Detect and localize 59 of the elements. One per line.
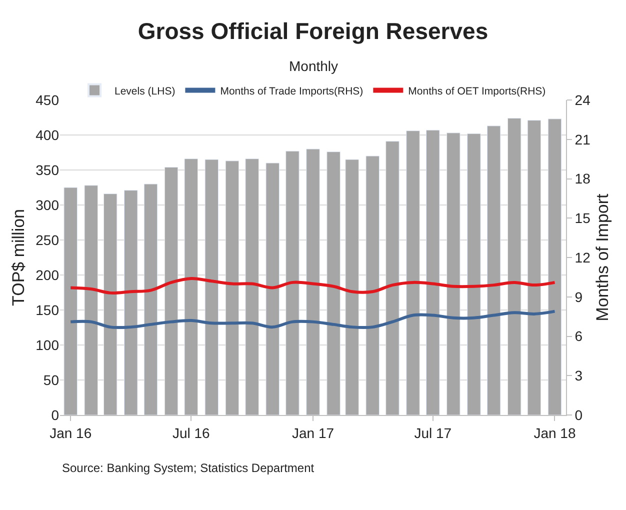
y2-tick-label: 3 (574, 368, 583, 384)
y2-tick-label: 0 (574, 406, 583, 423)
bar (245, 158, 259, 415)
bar (426, 130, 440, 415)
bar (326, 152, 340, 415)
y-tick-label: 250 (36, 232, 60, 248)
x-tick-label: Jan 17 (292, 424, 334, 441)
bar (467, 133, 481, 415)
chart-subtitle: Monthly (289, 58, 338, 74)
chart-title: Gross Official Foreign Reserves (138, 18, 488, 44)
bar (204, 159, 219, 415)
y-tick-label: 50 (43, 372, 60, 388)
bar (527, 120, 542, 415)
x-tick-label: Jul 17 (414, 424, 452, 441)
bar (225, 160, 240, 415)
bar (64, 187, 78, 415)
x-tick-label: Jul 16 (172, 424, 210, 441)
bar (366, 156, 380, 415)
y-tick-label: 450 (36, 92, 60, 108)
x-tick-label: Jan 16 (50, 424, 92, 441)
line-series (69, 276, 556, 294)
legend-label: Months of OET Imports(RHS) (408, 85, 546, 98)
bar (184, 158, 198, 415)
line-series (69, 310, 556, 330)
y-tick-label: 400 (36, 126, 60, 143)
bar (345, 159, 359, 415)
y-tick-label: 200 (36, 266, 60, 283)
y2-tick-label: 6 (574, 328, 583, 344)
y2-tick-label: 18 (574, 170, 591, 187)
bar (507, 118, 522, 415)
y-tick-label: 150 (36, 302, 60, 318)
legend-label: Levels (LHS) (114, 85, 176, 98)
bar (103, 194, 118, 415)
bar (386, 141, 400, 415)
bar (406, 130, 420, 415)
bar (164, 166, 178, 415)
bar (124, 190, 138, 415)
bar (548, 118, 562, 415)
source-note: Source: Banking System; Statistics Department (62, 461, 315, 475)
y2-axis-title: Months of Import (592, 193, 612, 322)
x-tick-label: Jan 18 (534, 424, 576, 441)
bar (306, 148, 320, 415)
y-tick-label: 100 (36, 336, 60, 353)
bar (144, 184, 158, 415)
y-tick-label: 300 (36, 196, 60, 213)
y2-tick-label: 12 (574, 249, 591, 266)
bar (266, 162, 280, 415)
bar (486, 126, 501, 415)
bar (446, 132, 460, 415)
y2-tick-label: 9 (574, 288, 583, 305)
y-axis-title: TOP$ million (9, 209, 28, 306)
y-tick-label: 0 (51, 406, 60, 423)
bar (286, 150, 300, 415)
y2-tick-label: 24 (574, 92, 591, 108)
bar (84, 185, 98, 415)
y2-tick-label: 21 (574, 131, 591, 148)
y2-tick-label: 15 (574, 210, 591, 226)
y-tick-label: 350 (36, 162, 60, 178)
legend-label: Months of Trade Imports(RHS) (220, 85, 364, 98)
